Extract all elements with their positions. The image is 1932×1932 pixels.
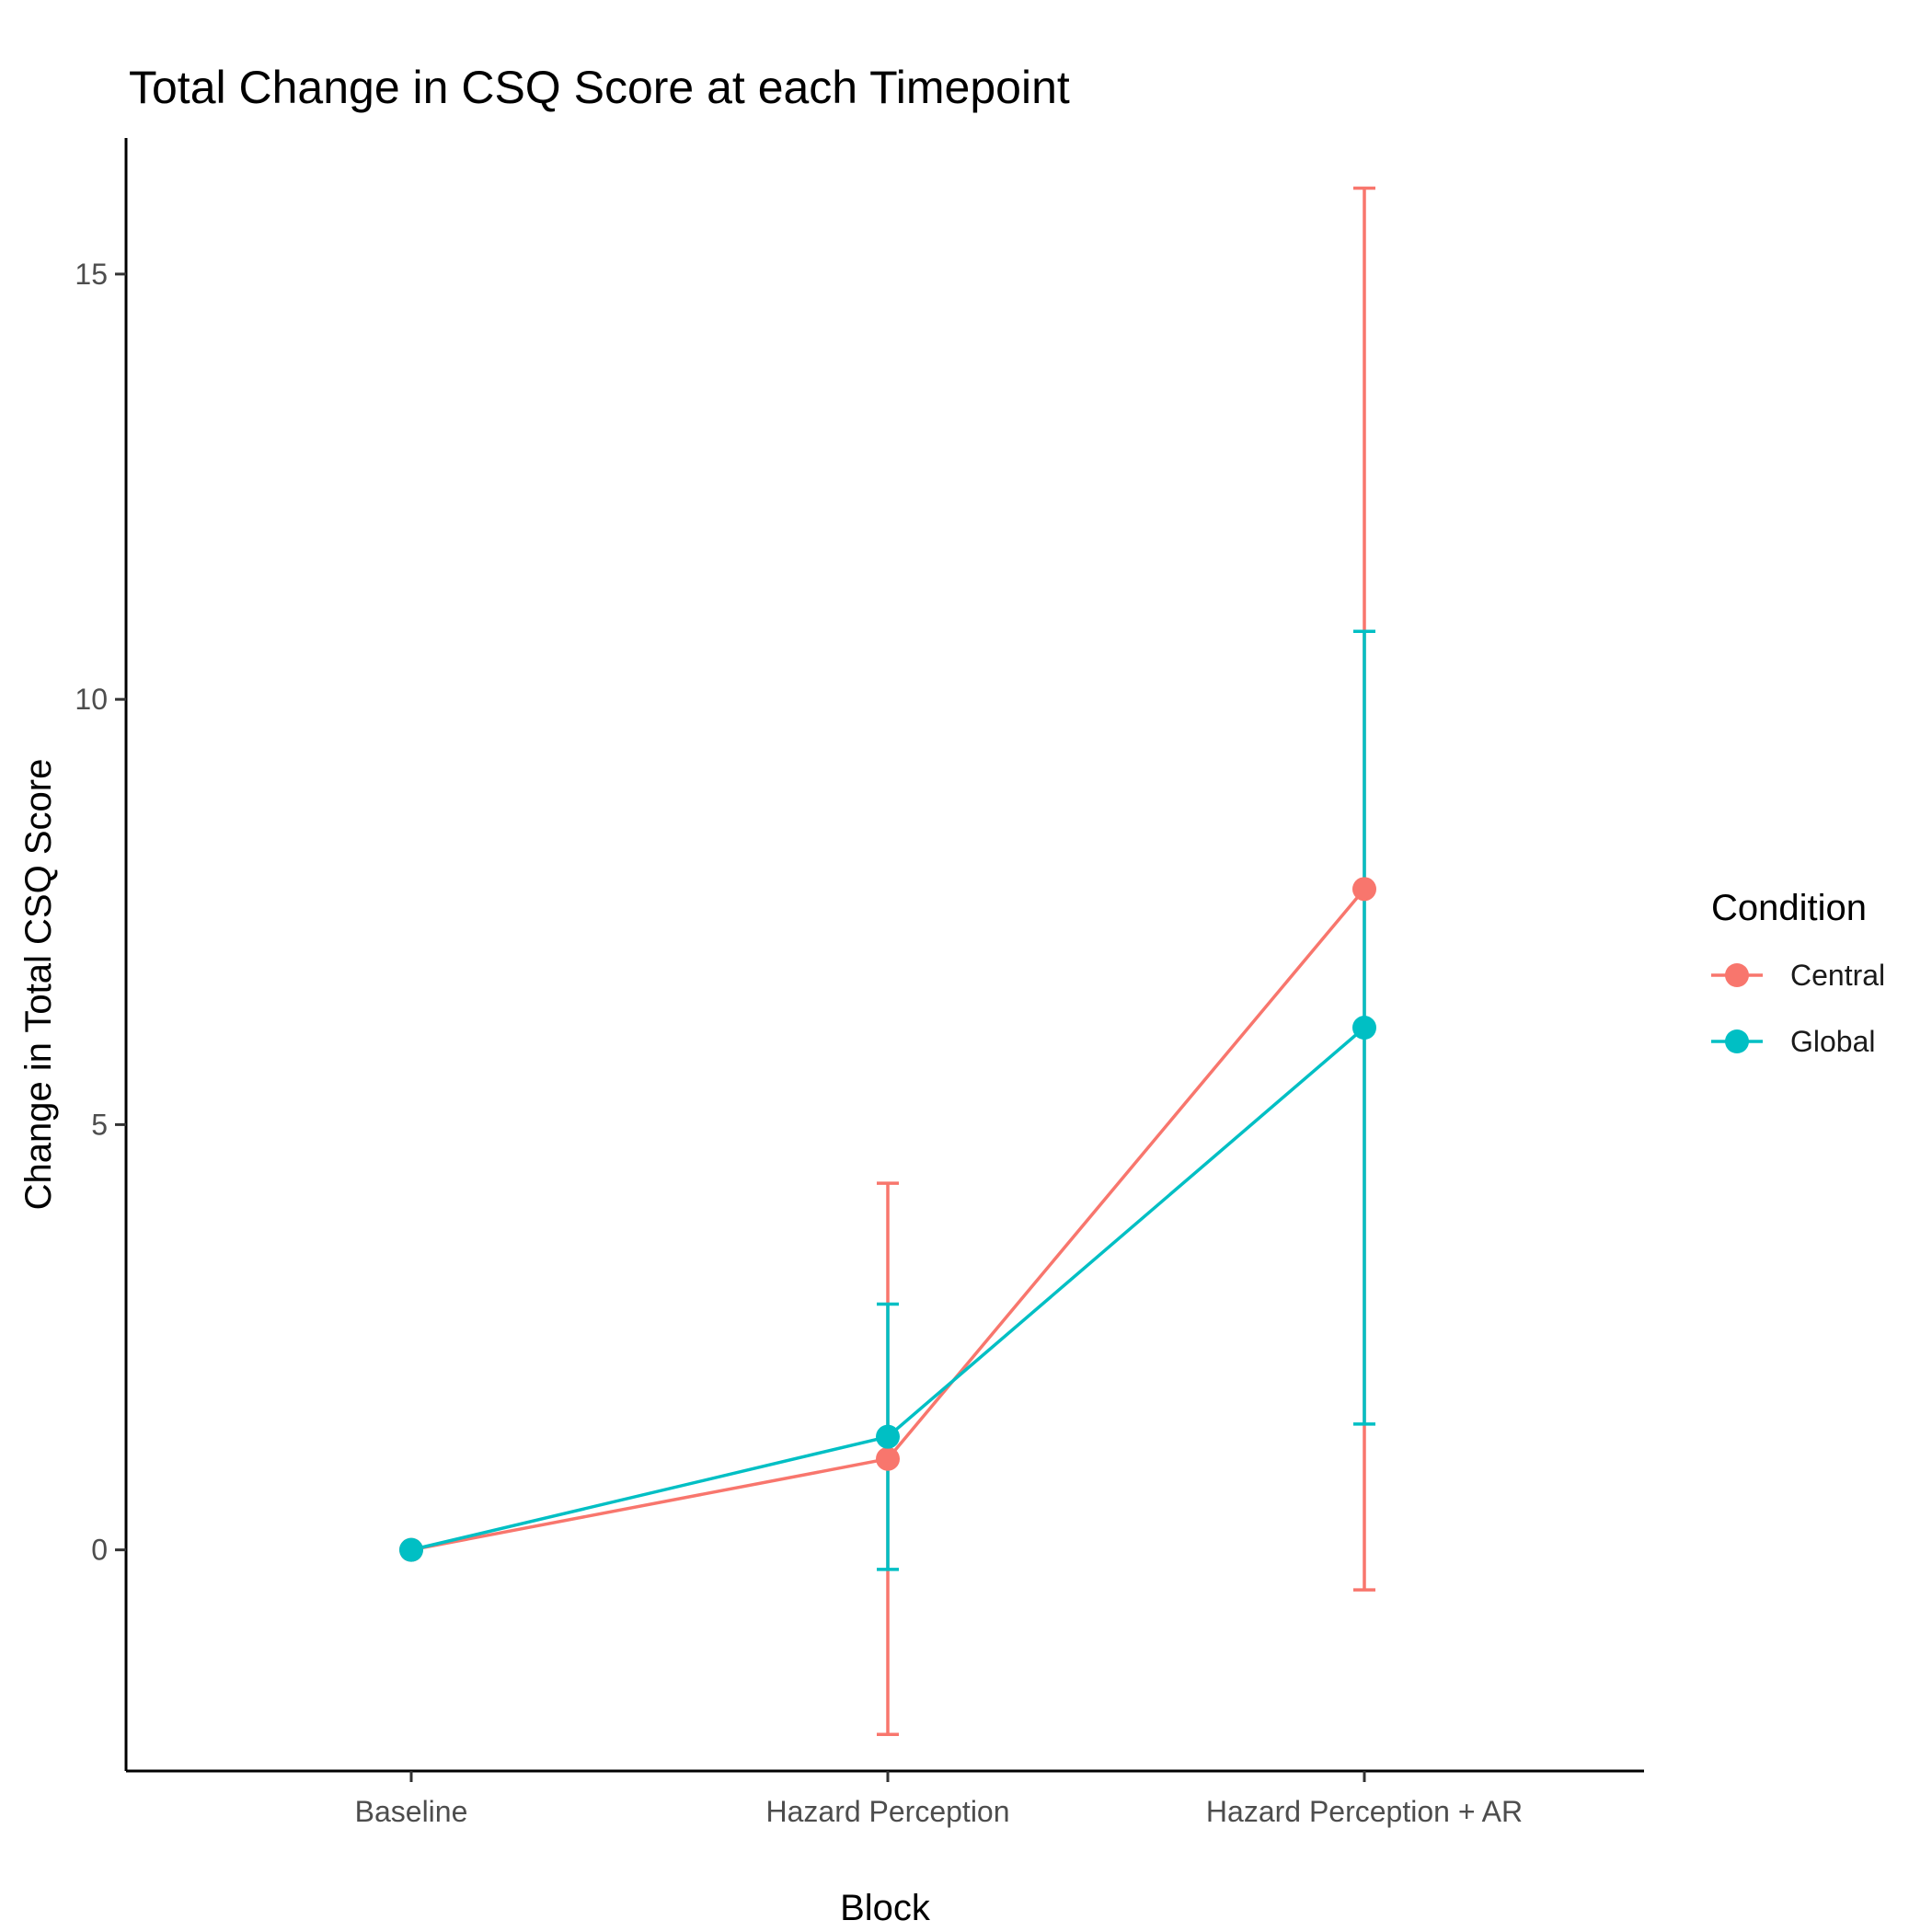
legend-item-central: Central bbox=[1711, 959, 1885, 992]
y-tick-label: 0 bbox=[91, 1534, 108, 1567]
y-axis-ticks: 0 5 10 15 bbox=[75, 258, 126, 1567]
plot-area bbox=[399, 186, 1376, 1736]
x-axis-ticks: Baseline Hazard Perception Hazard Percepti… bbox=[355, 1771, 1523, 1828]
central-data-point bbox=[876, 1446, 900, 1471]
y-tick-label: 15 bbox=[75, 258, 108, 291]
legend-items: Central Global bbox=[1711, 959, 1885, 1058]
legend-item-global: Global bbox=[1711, 1025, 1876, 1058]
x-tick-label: Baseline bbox=[355, 1795, 468, 1828]
legend-key-point bbox=[1725, 963, 1749, 987]
central-data-point bbox=[1352, 877, 1376, 902]
chart-title: Total Change in CSQ Score at each Timepo… bbox=[129, 62, 1070, 113]
x-tick-label: Hazard Perception bbox=[765, 1795, 1009, 1828]
legend-label-central: Central bbox=[1790, 959, 1885, 992]
x-axis-title: Block bbox=[840, 1888, 931, 1928]
global-data-point bbox=[1352, 1016, 1376, 1041]
y-tick-label: 10 bbox=[75, 683, 108, 716]
global-data-point bbox=[399, 1537, 423, 1562]
legend-label-global: Global bbox=[1790, 1025, 1876, 1058]
x-tick-label: Hazard Perception + AR bbox=[1206, 1795, 1523, 1828]
legend: Condition Central Global bbox=[1711, 888, 1885, 1058]
legend-key-point bbox=[1725, 1029, 1749, 1053]
y-axis-title: Change in Total CSQ Score bbox=[18, 759, 59, 1211]
legend-title: Condition bbox=[1711, 888, 1867, 928]
y-tick-label: 5 bbox=[91, 1108, 108, 1141]
global-data-point bbox=[876, 1424, 900, 1449]
